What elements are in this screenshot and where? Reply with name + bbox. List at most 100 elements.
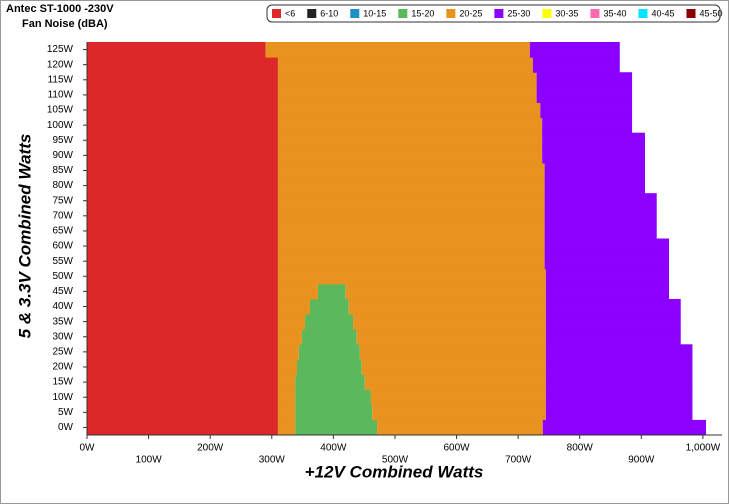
region-cell xyxy=(345,283,546,300)
legend-swatch xyxy=(494,9,504,18)
y-tick-label: 90W xyxy=(52,150,73,161)
legend-label: 25-30 xyxy=(507,8,530,18)
region-cell xyxy=(277,314,306,330)
region-cell xyxy=(297,359,362,376)
x-tick-label: 400W xyxy=(320,443,347,454)
y-tick-label: 125W xyxy=(47,44,74,55)
region-cell xyxy=(87,208,278,224)
region-cell xyxy=(542,147,646,164)
region-cell xyxy=(353,314,546,330)
y-tick-label: 30W xyxy=(52,331,73,342)
region-cell xyxy=(545,389,693,406)
legend-label: 40-45 xyxy=(651,8,674,18)
legend-label: 45-50 xyxy=(700,8,723,18)
y-tick-label: 40W xyxy=(52,301,73,312)
y-tick-label: 95W xyxy=(52,135,73,146)
x-tick-label: 600W xyxy=(443,443,470,454)
region-cell xyxy=(87,162,278,179)
region-cell xyxy=(295,404,373,421)
region-cell xyxy=(277,374,296,391)
region-cell xyxy=(87,57,278,73)
y-tick-label: 120W xyxy=(47,59,74,70)
region-cell xyxy=(295,419,378,436)
legend-label: <6 xyxy=(285,8,295,18)
region-cell xyxy=(542,132,646,149)
region-cell xyxy=(87,253,278,270)
region-cell xyxy=(545,344,693,360)
region-cell xyxy=(348,298,546,315)
x-tick-label: 200W xyxy=(197,443,224,454)
region-cell xyxy=(277,162,545,179)
region-cell xyxy=(544,193,657,209)
region-cell xyxy=(544,238,670,255)
x-tick-label: 900W xyxy=(628,455,655,466)
region-cell xyxy=(277,57,533,73)
region-cell xyxy=(372,404,546,421)
legend-label: 20-25 xyxy=(459,8,482,18)
region-cell xyxy=(277,178,545,194)
region-cell xyxy=(277,208,545,224)
region-cell xyxy=(277,72,537,88)
x-axis-label: +12V Combined Watts xyxy=(305,462,484,481)
region-cell xyxy=(87,193,278,209)
region-cell xyxy=(277,344,299,360)
region-cell xyxy=(298,344,360,360)
region-cell xyxy=(277,389,296,406)
chart-title: Antec ST-1000 -230V xyxy=(6,3,114,15)
region-cell xyxy=(545,268,670,285)
region-cell xyxy=(87,178,278,194)
legend-label: 6-10 xyxy=(320,8,338,18)
y-tick-label: 20W xyxy=(52,362,73,373)
y-tick-label: 0W xyxy=(58,422,74,433)
x-tick-label: 0W xyxy=(80,443,96,454)
legend-swatch xyxy=(350,9,360,18)
region-cell xyxy=(277,147,543,164)
y-tick-label: 10W xyxy=(52,392,73,403)
y-tick-label: 115W xyxy=(48,74,74,85)
legend-swatch xyxy=(307,9,317,18)
region-cell xyxy=(377,419,543,436)
legend-swatch xyxy=(272,9,281,18)
chart-subtitle: Fan Noise (dBA) xyxy=(22,18,108,30)
y-tick-label: 15W xyxy=(52,377,73,388)
region-cell xyxy=(545,329,681,345)
region-cell xyxy=(542,419,706,436)
x-tick-label: 300W xyxy=(259,455,286,466)
x-tick-label: 800W xyxy=(567,443,594,454)
region-cell xyxy=(309,298,349,315)
y-tick-label: 110W xyxy=(48,90,74,101)
y-tick-label: 55W xyxy=(52,256,73,267)
region-cell xyxy=(542,117,633,134)
region-cell xyxy=(87,404,278,421)
region-cell xyxy=(356,329,546,345)
region-cell xyxy=(277,298,310,315)
region-cell xyxy=(277,223,545,239)
x-tick-label: 1,000W xyxy=(686,443,721,454)
region-cell xyxy=(87,132,278,149)
region-cell xyxy=(545,314,681,330)
region-cell xyxy=(305,314,354,330)
region-cell xyxy=(87,314,278,330)
region-cell xyxy=(87,344,278,360)
region-cell xyxy=(544,253,670,270)
legend-label: 35-40 xyxy=(603,8,626,18)
region-cell xyxy=(87,87,278,103)
region-cell xyxy=(87,283,278,300)
region-cell xyxy=(536,87,633,103)
region-cell xyxy=(277,404,296,421)
region-cell xyxy=(277,193,545,209)
region-cell xyxy=(87,268,278,285)
region-cell xyxy=(301,329,357,345)
region-cell xyxy=(87,329,278,345)
y-tick-label: 70W xyxy=(52,210,73,221)
region-cell xyxy=(364,374,546,391)
region-cell xyxy=(295,374,365,391)
legend-box xyxy=(266,4,721,23)
region-cell xyxy=(544,178,646,194)
region-cell xyxy=(277,268,546,285)
y-tick-label: 5W xyxy=(58,407,74,418)
region-cell xyxy=(87,238,278,255)
region-cell xyxy=(295,389,371,406)
region-cell xyxy=(277,283,318,300)
